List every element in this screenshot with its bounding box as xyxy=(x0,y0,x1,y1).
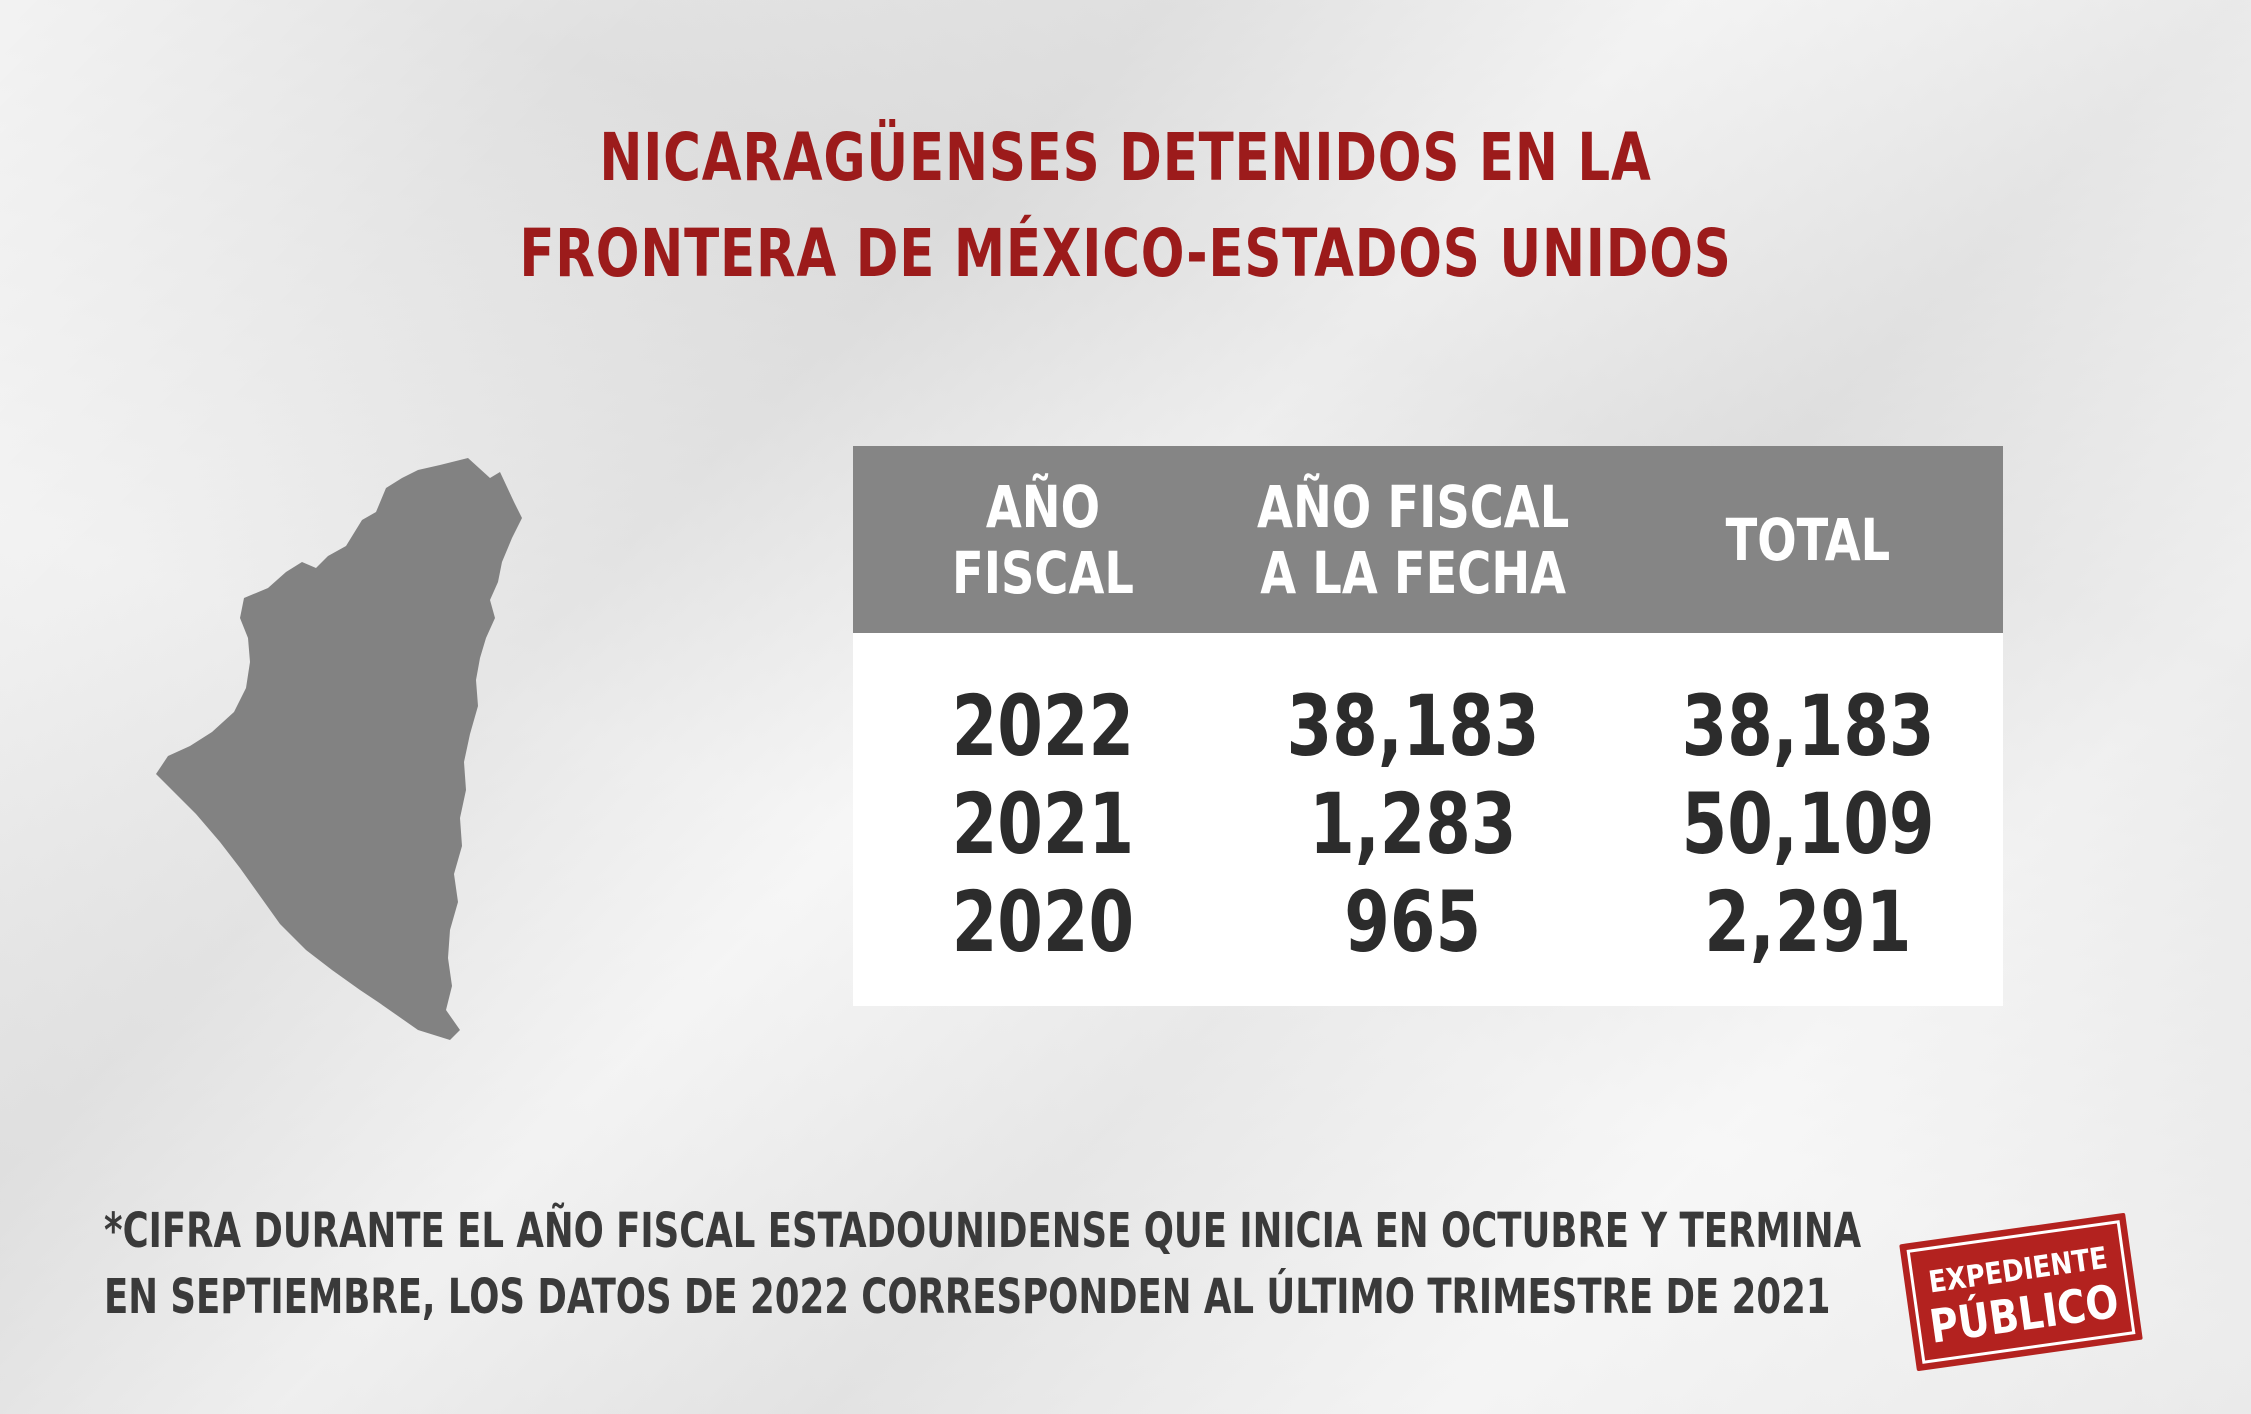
header-fiscal-year: AÑO FISCAL xyxy=(853,446,1233,633)
footnote: *CIFRA DURANTE EL AÑO FISCAL ESTADOUNIDE… xyxy=(104,1198,1862,1330)
footnote-line-2: EN SEPTIEMBRE, LOS DATOS DE 2022 CORRESP… xyxy=(104,1269,1831,1325)
header-total-label: TOTAL xyxy=(1725,505,1891,574)
cell-total: 2,291 xyxy=(1613,873,2003,971)
logo-background xyxy=(1899,1213,2143,1371)
header-fiscal-year-to-date: AÑO FISCAL A LA FECHA xyxy=(1213,446,1613,633)
detentions-table: AÑO FISCAL AÑO FISCAL A LA FECHA TOTAL 2… xyxy=(853,446,2003,1006)
nicaragua-map-icon xyxy=(156,458,522,1040)
logo-border xyxy=(1906,1220,2136,1364)
header-total: TOTAL xyxy=(1613,446,2003,633)
title-line-1: NICARAGÜENSES DETENIDOS EN LA xyxy=(599,119,1652,196)
header-ytd-label-line-1: AÑO FISCAL xyxy=(1256,472,1570,541)
title-line-2: FRONTERA DE MÉXICO-ESTADOS UNIDOS xyxy=(519,215,1732,292)
cell-year-value: 2022 xyxy=(951,677,1135,775)
cell-ytd: 965 xyxy=(1213,873,1613,971)
cell-year: 2020 xyxy=(853,873,1233,971)
cell-total-value: 2,291 xyxy=(1704,873,1912,971)
table-row: 2022 38,183 38,183 xyxy=(853,677,2003,775)
table-row: 2020 965 2,291 xyxy=(853,873,2003,971)
cell-year: 2022 xyxy=(853,677,1233,775)
cell-ytd-value: 38,183 xyxy=(1286,677,1540,775)
cell-total-value: 38,183 xyxy=(1681,677,1935,775)
cell-year-value: 2020 xyxy=(951,873,1135,971)
table-row: 2021 1,283 50,109 xyxy=(853,775,2003,873)
cell-ytd-value: 965 xyxy=(1344,873,1482,971)
cell-total: 50,109 xyxy=(1613,775,2003,873)
page-title: NICARAGÜENSES DETENIDOS EN LA FRONTERA D… xyxy=(248,110,2004,302)
cell-ytd: 38,183 xyxy=(1213,677,1613,775)
cell-ytd: 1,283 xyxy=(1213,775,1613,873)
cell-year: 2021 xyxy=(853,775,1233,873)
cell-total: 38,183 xyxy=(1613,677,2003,775)
cell-total-value: 50,109 xyxy=(1681,775,1935,873)
expediente-publico-logo: EXPEDIENTE PÚBLICO xyxy=(1899,1213,2143,1371)
footnote-line-1: *CIFRA DURANTE EL AÑO FISCAL ESTADOUNIDE… xyxy=(104,1203,1862,1259)
cell-ytd-value: 1,283 xyxy=(1309,775,1517,873)
table-header: AÑO FISCAL AÑO FISCAL A LA FECHA TOTAL xyxy=(853,446,2003,633)
table-body: 2022 38,183 38,183 2021 1,283 50,109 202… xyxy=(853,677,2003,971)
cell-year-value: 2021 xyxy=(951,775,1135,873)
header-fiscal-year-label: AÑO FISCAL xyxy=(952,472,1134,607)
header-ytd-label-line-2: A LA FECHA xyxy=(1260,538,1566,607)
